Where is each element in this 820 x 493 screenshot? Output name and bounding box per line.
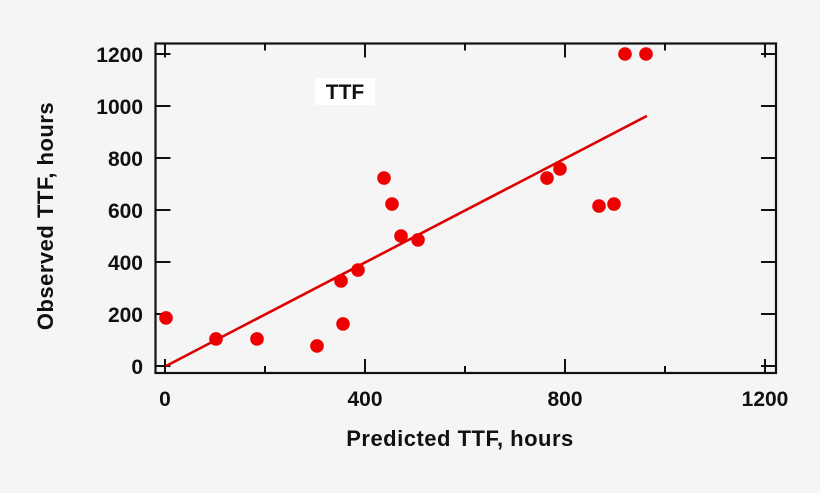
data-point	[592, 199, 606, 213]
x-tick-label: 800	[547, 388, 582, 411]
data-point	[377, 171, 391, 185]
data-point	[385, 197, 399, 211]
y-tick-label: 400	[108, 252, 143, 275]
data-point	[540, 171, 554, 185]
data-points	[159, 47, 653, 353]
data-point	[394, 229, 408, 243]
data-point	[310, 339, 324, 353]
data-point	[159, 311, 173, 325]
y-tick-label: 1000	[96, 96, 143, 119]
data-point	[553, 162, 567, 176]
data-point	[209, 332, 223, 346]
regression-line	[165, 114, 648, 368]
data-point	[411, 233, 425, 247]
y-tick-label: 1200	[96, 44, 143, 67]
data-point	[618, 47, 632, 61]
y-tick-label: 800	[108, 148, 143, 171]
x-tick-label: 0	[159, 388, 171, 411]
data-point	[336, 317, 350, 331]
x-tick-label: 400	[347, 388, 382, 411]
fit-line-segment	[165, 114, 648, 368]
y-axis-tick-labels: 0 200 400 600 800 1000 1200	[96, 44, 143, 379]
annotation-box: TTF	[315, 78, 375, 105]
y-tick-label: 0	[131, 356, 143, 379]
axis-ticks	[155, 43, 776, 373]
x-tick-label: 1200	[742, 388, 789, 411]
data-point	[639, 47, 653, 61]
y-tick-label: 200	[108, 304, 143, 327]
data-point	[334, 274, 348, 288]
data-point	[351, 263, 365, 277]
y-axis-title: Observed TTF, hours	[33, 102, 58, 330]
x-axis-tick-labels: 0 400 800 1200	[159, 388, 788, 411]
annotation-label: TTF	[326, 81, 365, 104]
data-point	[607, 197, 621, 211]
x-axis-title: Predicted TTF, hours	[346, 426, 574, 451]
data-point	[250, 332, 264, 346]
y-tick-label: 600	[108, 200, 143, 223]
